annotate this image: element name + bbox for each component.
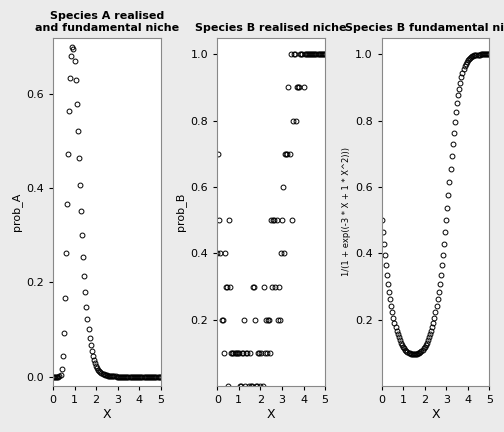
- X-axis label: X: X: [103, 408, 111, 421]
- Title: Species A realised
and fundamental niche: Species A realised and fundamental niche: [35, 11, 179, 33]
- Y-axis label: prob_B: prob_B: [175, 193, 186, 231]
- Title: Species B fundamental niche: Species B fundamental niche: [345, 23, 504, 33]
- Y-axis label: 1/(1 + exp((-3 * X + 1 * X^2))): 1/(1 + exp((-3 * X + 1 * X^2))): [342, 147, 351, 276]
- Y-axis label: prob_A: prob_A: [11, 193, 22, 231]
- Title: Species B realised niche: Species B realised niche: [196, 23, 347, 33]
- X-axis label: X: X: [431, 408, 440, 421]
- X-axis label: X: X: [267, 408, 276, 421]
